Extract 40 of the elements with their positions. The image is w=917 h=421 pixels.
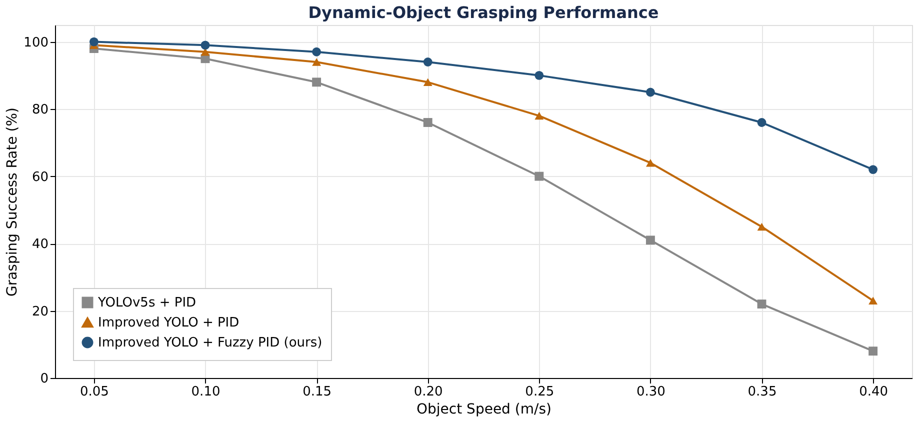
point	[757, 300, 766, 309]
point	[423, 58, 432, 66]
point	[534, 172, 544, 181]
point	[312, 78, 322, 87]
y-tick-label: 60	[32, 170, 48, 185]
legend-label: Improved YOLO + PID	[98, 316, 240, 330]
legend-label: YOLOv5s + PID	[97, 296, 196, 310]
point	[868, 296, 878, 305]
point	[534, 112, 544, 120]
x-tick-label: 0.35	[748, 384, 777, 400]
point	[646, 158, 655, 167]
x-tick-label: 0.25	[525, 384, 554, 400]
x-tick-label: 0.10	[191, 384, 220, 400]
x-tick-label: 0.15	[302, 384, 332, 400]
point	[200, 40, 210, 50]
x-tick-label: 0.40	[859, 384, 888, 400]
point	[757, 222, 766, 231]
legend-label: Improved YOLO + Fuzzy PID (ours)	[98, 336, 322, 350]
y-tick-label: 20	[32, 304, 48, 320]
y-tick-label: 80	[32, 102, 48, 118]
y-tick-label: 100	[24, 35, 48, 50]
x-tick-label: 0.30	[636, 384, 666, 400]
point	[534, 70, 544, 80]
point	[423, 78, 432, 86]
x-axis-title: Object Speed (m/s)	[416, 402, 552, 418]
point	[646, 88, 655, 97]
point	[868, 346, 878, 356]
point	[423, 118, 432, 127]
point	[646, 236, 655, 245]
point	[89, 37, 98, 46]
point	[312, 58, 322, 66]
y-tick-label: 40	[32, 237, 48, 252]
y-axis-title: Grasping Success Rate (%)	[4, 107, 21, 297]
x-tick-label: 0.20	[414, 384, 443, 400]
x-tick-label: 0.05	[80, 384, 109, 400]
y-tick-label: 0	[40, 372, 48, 386]
point	[757, 118, 766, 127]
chart-title: Dynamic-Object Grasping Performance	[308, 3, 659, 22]
point	[868, 165, 878, 174]
point	[312, 47, 322, 56]
